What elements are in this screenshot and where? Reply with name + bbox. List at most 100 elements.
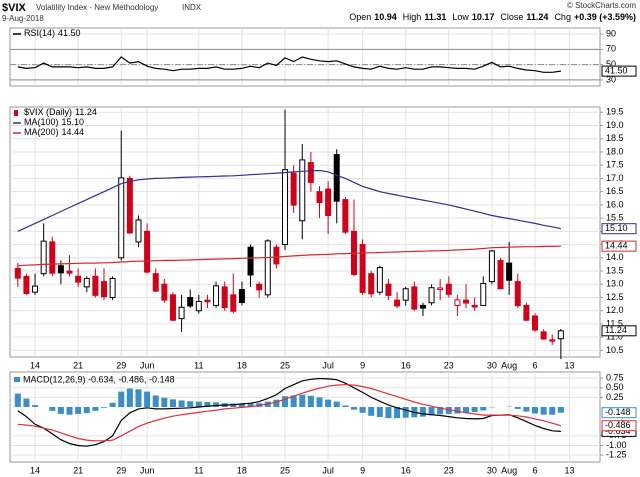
histogram-bar	[540, 407, 547, 415]
histogram-bar	[402, 407, 409, 418]
instrument-name: Volatility Index - New Methodology	[36, 3, 158, 12]
histogram-bar	[109, 402, 116, 407]
value-tag-box	[601, 325, 637, 337]
histogram-bar	[126, 388, 133, 407]
candle-body	[471, 304, 478, 308]
value-tag: -0.148	[605, 407, 631, 417]
quote-value: 11.24	[526, 12, 548, 22]
candle-body	[290, 172, 297, 206]
value-tag: 41.50	[605, 65, 628, 75]
histogram-bar	[83, 407, 90, 414]
y-tick-label: 13.0	[606, 279, 624, 289]
histogram-bar	[523, 407, 530, 412]
histogram-bar	[152, 395, 159, 407]
legend-name: $VIX (Daily)	[24, 107, 72, 117]
candle-body	[532, 315, 538, 331]
candle-body	[264, 240, 271, 296]
histogram-bar	[299, 394, 306, 407]
histogram-bar	[49, 407, 56, 411]
series-line	[17, 169, 562, 232]
y-tick-label: 17.0	[606, 173, 624, 183]
legend-value: 15.10	[62, 117, 85, 127]
histogram-bar	[178, 400, 185, 407]
value-tag-box	[601, 223, 637, 235]
y-tick-label: 11.0	[606, 332, 623, 342]
histogram-bar	[247, 403, 254, 407]
quote-label: Low	[452, 12, 469, 22]
x-tick-label: 13	[564, 465, 574, 475]
y-tick-label: 30	[606, 74, 616, 84]
candle-body	[256, 283, 263, 291]
legend-name: MA(100)	[24, 117, 59, 127]
x-tick-label: 6	[532, 360, 537, 370]
histogram-bar	[238, 403, 245, 407]
value-tag: -0.486	[605, 420, 631, 430]
candle-body	[497, 259, 504, 290]
x-tick-label: 30	[487, 465, 497, 475]
candle-body	[557, 330, 564, 340]
credit: © StockCharts.com	[567, 1, 636, 10]
x-tick-label: 13	[564, 360, 574, 370]
histogram-bar	[385, 407, 392, 419]
x-tick-label: 21	[73, 360, 83, 370]
y-tick-label: 17.5	[606, 160, 624, 170]
candle-body	[394, 299, 401, 307]
x-tick-label: 25	[280, 360, 290, 370]
candle-body	[549, 339, 556, 342]
candle-body	[195, 300, 202, 312]
histogram-bar	[144, 391, 151, 407]
x-tick-label: 25	[280, 465, 290, 475]
value-tag: 15.10	[605, 223, 628, 233]
histogram-bar	[204, 402, 211, 407]
candle-body	[376, 267, 383, 293]
histogram-bar	[66, 407, 73, 415]
y-tick-label: 0.50	[606, 382, 624, 392]
x-tick-label: 14	[30, 360, 40, 370]
quote-value: 10.17	[472, 12, 495, 22]
candle-body	[402, 288, 409, 301]
value-tag-box	[601, 65, 637, 77]
x-tick-label: 16	[401, 360, 411, 370]
legend-swatch	[14, 110, 18, 116]
candle-body	[514, 281, 521, 307]
x-tick-label: Jun	[140, 465, 155, 475]
candle-body	[83, 277, 90, 288]
candle-body	[23, 275, 30, 295]
histogram-bar	[14, 393, 21, 407]
candle-body	[238, 289, 245, 304]
histogram-bar	[195, 401, 202, 407]
candle-body	[540, 331, 547, 340]
candle-body	[282, 169, 289, 246]
candle-body	[204, 299, 211, 303]
x-tick-label: 9	[360, 465, 365, 475]
x-tick-label: 11	[194, 360, 203, 370]
quote-label: High	[403, 12, 422, 22]
candle-body	[463, 299, 470, 304]
date: 9-Aug-2018	[2, 14, 44, 23]
candle-body	[230, 294, 237, 312]
candle-body	[49, 241, 56, 274]
legend-entry: $VIX (Daily) 11.24	[24, 107, 97, 117]
histogram-bar	[307, 395, 314, 407]
x-tick-label: 16	[401, 465, 411, 475]
y-tick-label: 12.5	[606, 292, 624, 302]
histogram-bar	[463, 407, 470, 413]
histogram-bar	[394, 407, 401, 419]
y-tick-label: 0.25	[606, 392, 624, 402]
histogram-bar	[273, 399, 280, 407]
histogram-bar	[325, 399, 332, 407]
candle-body	[523, 304, 530, 321]
y-tick-label: 18.0	[606, 146, 624, 156]
value-tag: 14.44	[605, 241, 628, 251]
legend-entry: MA(200) 14.44	[24, 127, 84, 137]
panel	[9, 371, 601, 463]
candle-body	[126, 177, 133, 234]
candle-body	[161, 283, 168, 301]
candle-body	[66, 270, 73, 274]
symbol: $VIX	[2, 2, 27, 14]
y-tick-label: 90	[606, 28, 616, 38]
candle-body	[437, 287, 444, 291]
candle-body	[333, 154, 340, 202]
series-line	[17, 245, 561, 267]
